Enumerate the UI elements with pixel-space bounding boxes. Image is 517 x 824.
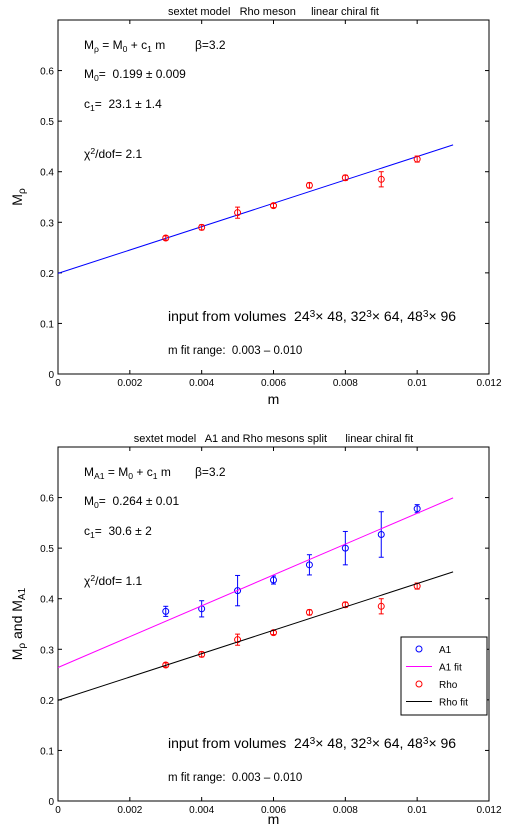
data-point xyxy=(377,175,385,183)
data-point xyxy=(234,209,242,217)
y-tick-label: 0.3 xyxy=(40,218,54,229)
chart-title: sextet model Rho meson linear chiral fit xyxy=(168,6,379,18)
data-point xyxy=(270,576,277,584)
data-point xyxy=(341,174,349,182)
data-point xyxy=(377,602,385,610)
y-tick-label: 0.4 xyxy=(40,168,54,179)
data-point xyxy=(198,223,206,231)
data-point xyxy=(377,530,385,538)
c1-value: c1= 30.6 ± 2 xyxy=(84,524,152,540)
y-axis-label: Mρ xyxy=(9,188,28,206)
x-tick-label: 0.004 xyxy=(189,805,214,816)
y-tick-label: 0.6 xyxy=(40,494,54,505)
x-tick-label: 0.006 xyxy=(261,378,286,389)
series-rho-fit xyxy=(57,571,454,701)
x-tick-label: 0.004 xyxy=(189,378,214,389)
x-tick-label: 0.002 xyxy=(117,805,142,816)
x-tick-label: 0 xyxy=(55,378,61,389)
x-tick-label: 0.008 xyxy=(333,805,358,816)
data-point xyxy=(270,629,277,637)
data-point xyxy=(234,636,242,644)
y-tick-label: 0.6 xyxy=(40,67,54,78)
data-point xyxy=(234,587,242,595)
chart-2: 0 0.002 0.004 0.006 0.008 0.01 0.012 0 0.1 0.2 0.3… xyxy=(9,433,502,824)
chi2-value: χ2/dof= 1.1 xyxy=(84,573,142,588)
data-point xyxy=(305,181,313,189)
legend-label: Rho fit xyxy=(439,698,468,709)
m0-value: M0= 0.199 ± 0.009 xyxy=(84,67,186,83)
series-fit-0 xyxy=(57,144,454,274)
legend-marker xyxy=(415,645,423,653)
legend-label: A1 fit xyxy=(439,663,462,674)
m0-value: M0= 0.264 ± 0.01 xyxy=(84,494,179,510)
chi2-value: χ2/dof= 2.1 xyxy=(84,146,142,161)
x-tick-label: 0.002 xyxy=(117,378,142,389)
data-point xyxy=(270,202,277,210)
fit-range-note: m fit range: 0.003 – 0.010 xyxy=(168,345,302,357)
y-tick-label: 0.1 xyxy=(40,319,54,330)
fit-formula: MA1 = M0 + c1 m xyxy=(84,465,171,481)
y-tick-label: 0.3 xyxy=(40,645,54,656)
fit-line xyxy=(57,144,454,274)
data-point xyxy=(162,661,170,669)
x-tick-label: 0.008 xyxy=(333,378,358,389)
beta-label: β=3.2 xyxy=(195,465,226,479)
data-point xyxy=(341,544,349,552)
beta-label: β=3.2 xyxy=(195,38,226,52)
y-tick-label: 0.5 xyxy=(40,544,54,555)
data-point xyxy=(413,155,421,163)
data-point xyxy=(162,234,170,242)
y-tick-label: 0.5 xyxy=(40,117,54,128)
legend-label: A1 xyxy=(439,645,452,656)
input-volumes-note: input from volumes 243× 48, 323× 64, 483… xyxy=(168,735,456,751)
legend-label: Rho xyxy=(439,680,458,691)
legend: A1 A1 fit Rho Rho fit xyxy=(400,636,488,716)
x-axis-label: m xyxy=(268,811,280,824)
x-tick-label: 0.01 xyxy=(407,805,427,816)
series-rho xyxy=(162,582,421,669)
x-tick-label: 0 xyxy=(55,805,61,816)
chart-title: sextet model A1 and Rho mesons split lin… xyxy=(134,433,413,445)
data-point xyxy=(162,607,170,615)
legend-marker xyxy=(415,680,423,688)
x-tick-label: 0.006 xyxy=(261,805,286,816)
fit-formula: Mρ = M0 + c1 m xyxy=(84,38,165,54)
fit-range-note: m fit range: 0.003 – 0.010 xyxy=(168,772,302,784)
series-points-1 xyxy=(162,155,421,242)
x-tick-label: 0.01 xyxy=(407,378,427,389)
c1-value: c1= 23.1 ± 1.4 xyxy=(84,97,162,113)
y-tick-label: 0.1 xyxy=(40,746,54,757)
y-tick-label: 0 xyxy=(48,797,54,808)
y-tick-label: 0 xyxy=(48,370,54,381)
data-point xyxy=(341,601,349,609)
fit-line xyxy=(57,497,454,668)
y-axis-label: Mρ and MA1 xyxy=(9,587,28,660)
data-point xyxy=(305,608,313,616)
x-tick-label: 0.012 xyxy=(476,378,501,389)
fit-line xyxy=(57,571,454,701)
y-tick-label: 0.2 xyxy=(40,269,54,280)
y-tick-label: 0.4 xyxy=(40,595,54,606)
data-point xyxy=(305,561,313,569)
y-tick-label: 0.2 xyxy=(40,696,54,707)
x-axis-label: m xyxy=(268,391,280,407)
chart-1: 0 0.002 0.004 0.006 0.008 0.01 0.012 0 0.1 0.2 0.3… xyxy=(9,6,502,407)
series-a1-fit xyxy=(57,497,454,668)
data-point xyxy=(413,505,421,513)
input-volumes-note: input from volumes 243× 48, 323× 64, 483… xyxy=(168,308,456,324)
x-tick-label: 0.012 xyxy=(476,805,501,816)
